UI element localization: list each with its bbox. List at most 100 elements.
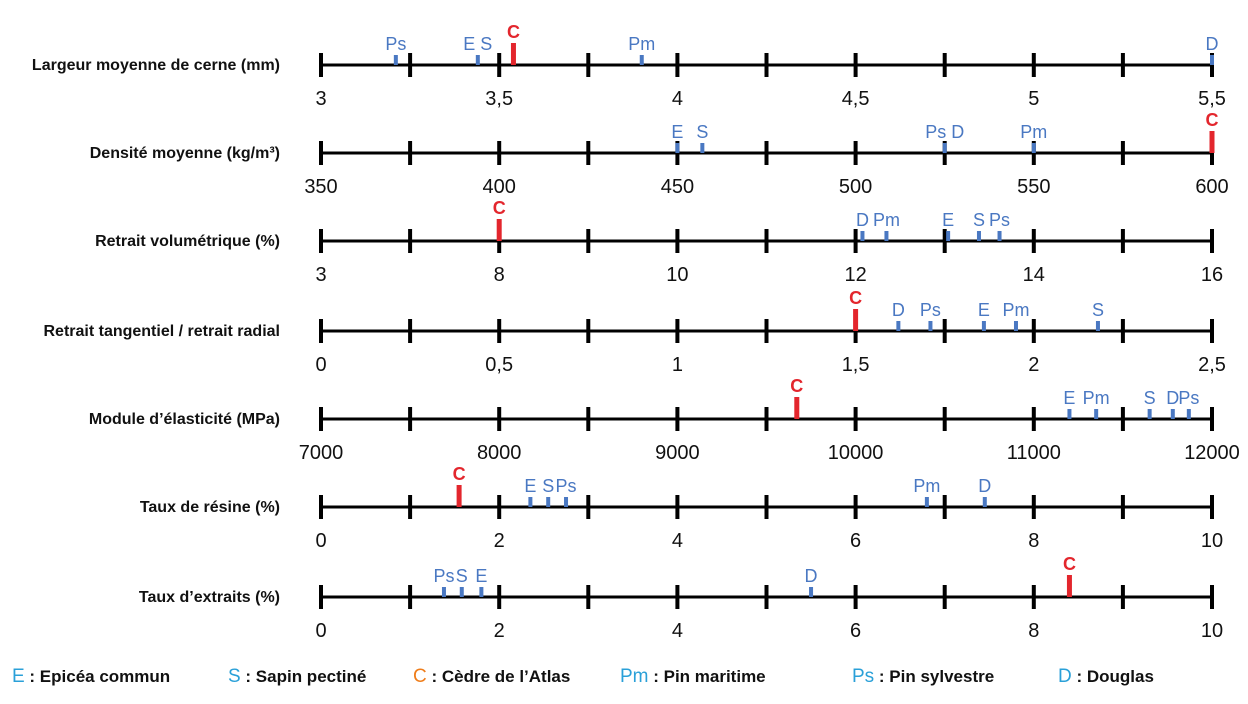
marker-label: D (1166, 388, 1179, 408)
species-marker (809, 587, 814, 597)
species-marker (456, 485, 462, 507)
property-row: Retrait volumétrique (%) 3 8 10 12 14 16 C D Pm E S… (95, 198, 1223, 286)
species-marker (459, 587, 464, 597)
species-marker (1170, 409, 1175, 419)
marker-label: Pm (873, 210, 900, 230)
species-marker (475, 55, 480, 65)
legend-item: Ps : Pin sylvestre (852, 666, 994, 687)
legend-item: S : Sapin pectiné (228, 666, 366, 687)
property-row: Taux d’extraits (%) 0 2 4 6 8 10 Ps S E D C (139, 554, 1223, 642)
species-marker (479, 587, 484, 597)
species-marker (675, 143, 680, 153)
species-marker (700, 143, 705, 153)
tick-label: 600 (1195, 176, 1228, 198)
species-marker (441, 587, 446, 597)
marker-label: S (542, 476, 554, 496)
marker-label: Pm (1083, 388, 1110, 408)
species-marker (981, 321, 986, 331)
legend-item: E : Epicéa commun (12, 666, 170, 687)
species-marker (1210, 55, 1214, 65)
tick-label: 400 (483, 176, 516, 198)
tick-label: 450 (661, 176, 694, 198)
marker-label: Pm (913, 476, 940, 496)
tick-label: 5,5 (1198, 88, 1226, 110)
tick-label: 2 (494, 620, 505, 642)
tick-label: 8000 (477, 442, 522, 464)
legend-code: D (1058, 666, 1072, 687)
marker-label: Ps (556, 476, 577, 496)
tick-label: 0 (315, 620, 326, 642)
tick-label: 3 (315, 264, 326, 286)
marker-label: Pm (1020, 122, 1047, 142)
marker-label: E (1063, 388, 1075, 408)
legend: E : Epicéa commun S : Sapin pectiné C : Cè… (12, 666, 1154, 687)
tick-label: 10000 (828, 442, 884, 464)
legend-code: S (228, 666, 241, 687)
marker-label: E (978, 300, 990, 320)
species-marker (1067, 409, 1072, 419)
legend-text: : Epicéa commun (25, 667, 170, 686)
species-marker (496, 219, 502, 241)
marker-label: Pm (628, 34, 655, 54)
species-marker (976, 231, 981, 241)
tick-label: 3,5 (485, 88, 513, 110)
species-marker (942, 143, 947, 153)
marker-label: Pm (1002, 300, 1029, 320)
species-marker (393, 55, 398, 65)
legend-code: Ps (852, 666, 874, 687)
marker-label: D (805, 566, 818, 586)
row-label: Retrait volumétrique (%) (95, 233, 280, 250)
tick-label: 1,5 (842, 354, 870, 376)
species-marker (794, 397, 800, 419)
species-marker (1186, 409, 1191, 419)
property-row: Taux de résine (%) 0 2 4 6 8 10 C E S Ps Pm D (140, 464, 1223, 552)
tick-label: 10 (1201, 620, 1223, 642)
tick-label: 500 (839, 176, 872, 198)
species-marker (510, 43, 516, 65)
legend-item: Pm : Pin maritime (620, 666, 766, 687)
tick-label: 8 (1028, 530, 1039, 552)
species-marker (1013, 321, 1018, 331)
legend-text: : Cèdre de l’Atlas (427, 667, 571, 686)
legend-text: : Pin sylvestre (874, 667, 994, 686)
legend-code: C (413, 666, 427, 687)
tick-label: 8 (1028, 620, 1039, 642)
species-marker (853, 309, 859, 331)
marker-label: D (892, 300, 905, 320)
species-marker (546, 497, 551, 507)
tick-label: 12000 (1184, 442, 1240, 464)
property-row: Retrait tangentiel / retrait radial 0 0,5 1… (43, 288, 1225, 376)
tick-label: 4 (672, 530, 683, 552)
species-marker (946, 231, 951, 241)
marker-label: Ps (1178, 388, 1199, 408)
tick-label: 4 (672, 88, 683, 110)
species-marker (884, 231, 889, 241)
species-marker (1095, 321, 1100, 331)
marker-label: Ps (989, 210, 1010, 230)
marker-label: Ps (385, 34, 406, 54)
marker-label: S (1092, 300, 1104, 320)
species-marker (564, 497, 569, 507)
marker-label: S (696, 122, 708, 142)
species-marker (896, 321, 901, 331)
marker-label: C (507, 22, 520, 42)
marker-label: Ps D (925, 122, 964, 142)
marker-label: C (493, 198, 506, 218)
tick-label: 2 (1028, 354, 1039, 376)
species-marker (1066, 575, 1072, 597)
marker-label: Ps (433, 566, 454, 586)
tick-label: 7000 (299, 442, 344, 464)
legend-text: : Sapin pectiné (241, 667, 367, 686)
marker-label: C (790, 376, 803, 396)
species-marker (528, 497, 533, 507)
marker-label: S (1144, 388, 1156, 408)
marker-label: E (942, 210, 954, 230)
tick-label: 11000 (1007, 442, 1061, 464)
legend-code: Pm (620, 666, 649, 687)
tick-label: 2,5 (1198, 354, 1226, 376)
tick-label: 1 (672, 354, 683, 376)
tick-label: 350 (304, 176, 337, 198)
tick-label: 6 (850, 620, 861, 642)
species-marker (982, 497, 987, 507)
